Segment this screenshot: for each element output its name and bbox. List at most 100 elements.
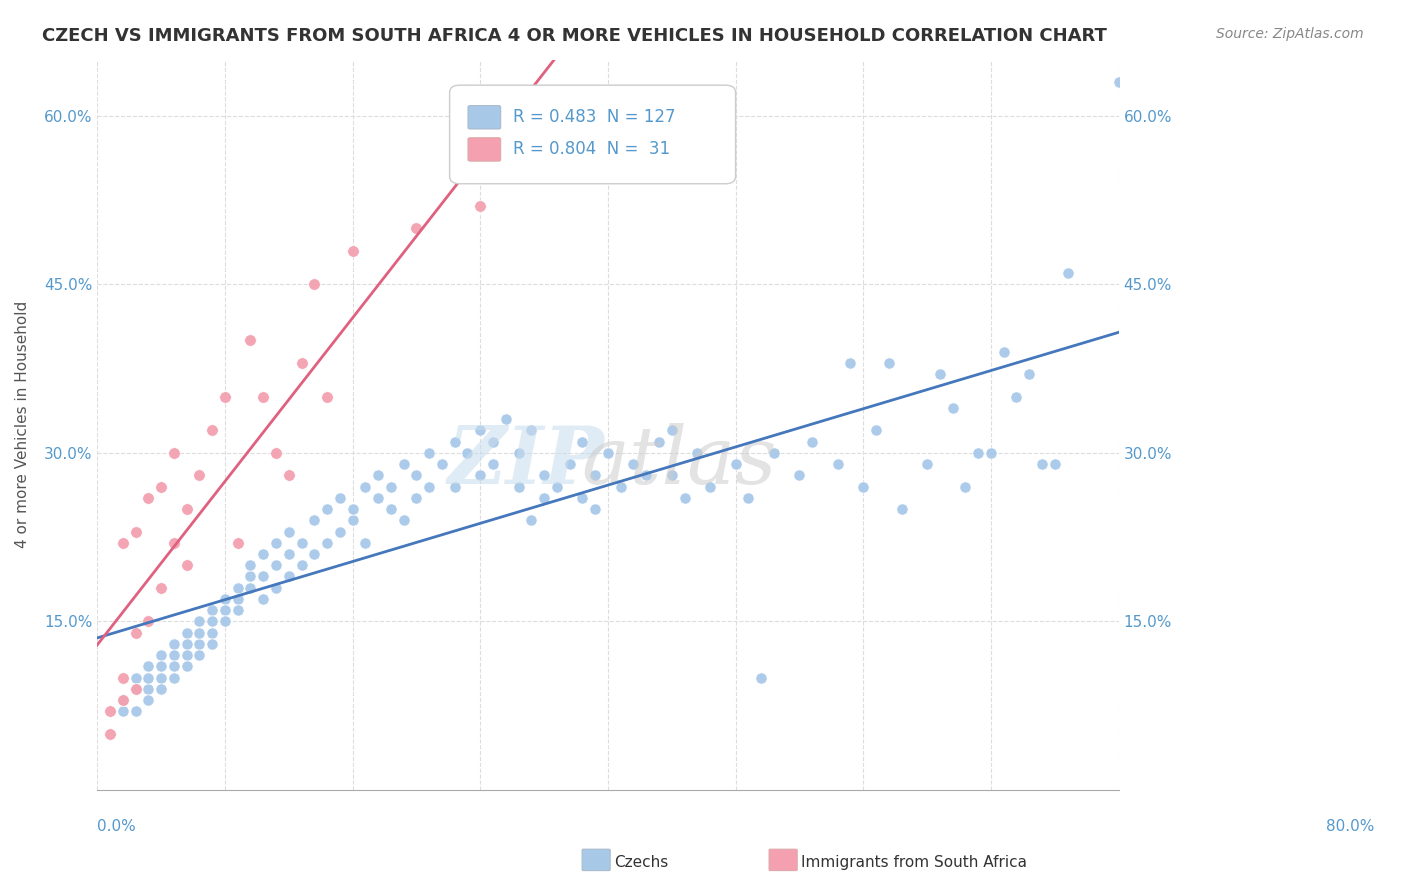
Point <box>264 558 287 573</box>
Point <box>367 468 389 483</box>
Point <box>111 704 134 718</box>
Point <box>239 558 262 573</box>
Point <box>277 524 299 539</box>
Point <box>304 513 326 527</box>
Point <box>623 457 645 471</box>
Text: R = 0.804  N =  31: R = 0.804 N = 31 <box>513 140 671 159</box>
Point <box>264 581 287 595</box>
Point <box>558 457 581 471</box>
Point <box>405 491 427 505</box>
Point <box>636 468 658 483</box>
Point <box>290 356 312 370</box>
Point <box>176 637 198 651</box>
Point <box>136 681 159 696</box>
Point <box>546 479 568 493</box>
Point <box>226 603 249 617</box>
Point <box>124 671 146 685</box>
Point <box>176 659 198 673</box>
Text: 80.0%: 80.0% <box>1326 819 1374 834</box>
Point <box>252 569 274 583</box>
Point <box>188 637 211 651</box>
Point <box>163 671 186 685</box>
Point <box>1018 368 1040 382</box>
Point <box>150 681 173 696</box>
Point <box>214 603 236 617</box>
Point <box>928 368 950 382</box>
Point <box>163 535 186 549</box>
Point <box>214 390 236 404</box>
Point <box>214 591 236 606</box>
Point <box>1005 390 1028 404</box>
Point <box>239 581 262 595</box>
Point <box>470 468 492 483</box>
FancyBboxPatch shape <box>468 137 501 161</box>
Point <box>482 434 505 449</box>
Point <box>533 131 555 145</box>
Point <box>176 502 198 516</box>
Point <box>852 479 875 493</box>
Point <box>136 671 159 685</box>
Point <box>124 681 146 696</box>
Point <box>354 479 377 493</box>
Point <box>188 615 211 629</box>
Point <box>150 671 173 685</box>
Point <box>136 615 159 629</box>
Text: R = 0.483  N = 127: R = 0.483 N = 127 <box>513 108 675 127</box>
Point <box>915 457 938 471</box>
Point <box>176 625 198 640</box>
FancyBboxPatch shape <box>468 105 501 129</box>
Point <box>329 491 352 505</box>
Text: Immigrants from South Africa: Immigrants from South Africa <box>801 855 1028 870</box>
Point <box>124 681 146 696</box>
Point <box>342 502 364 516</box>
Point <box>342 513 364 527</box>
Point <box>495 412 517 426</box>
Point <box>482 457 505 471</box>
Point <box>252 591 274 606</box>
Point <box>163 659 186 673</box>
Point <box>277 547 299 561</box>
Point <box>277 569 299 583</box>
Point <box>890 502 912 516</box>
Point <box>239 334 262 348</box>
Point <box>124 625 146 640</box>
Point <box>827 457 849 471</box>
Text: atlas: atlas <box>582 423 778 500</box>
Point <box>188 648 211 662</box>
Point <box>98 704 121 718</box>
Point <box>264 535 287 549</box>
Point <box>762 446 785 460</box>
Point <box>724 457 747 471</box>
Y-axis label: 4 or more Vehicles in Household: 4 or more Vehicles in Household <box>15 301 30 549</box>
Text: Source: ZipAtlas.com: Source: ZipAtlas.com <box>1216 27 1364 41</box>
Point <box>865 423 887 437</box>
Point <box>252 547 274 561</box>
Point <box>737 491 759 505</box>
Point <box>508 479 530 493</box>
Point <box>226 581 249 595</box>
Point <box>571 434 593 449</box>
Point <box>380 479 402 493</box>
Point <box>405 468 427 483</box>
Point <box>264 446 287 460</box>
Point <box>661 468 683 483</box>
Point <box>150 581 173 595</box>
Point <box>98 727 121 741</box>
Point <box>111 535 134 549</box>
Point <box>596 446 619 460</box>
Point <box>1056 266 1078 280</box>
Point <box>316 390 339 404</box>
Text: CZECH VS IMMIGRANTS FROM SOUTH AFRICA 4 OR MORE VEHICLES IN HOUSEHOLD CORRELATIO: CZECH VS IMMIGRANTS FROM SOUTH AFRICA 4 … <box>42 27 1107 45</box>
Point <box>456 446 478 460</box>
Point <box>201 423 224 437</box>
Point <box>316 502 339 516</box>
Point <box>188 468 211 483</box>
Point <box>801 434 824 449</box>
Point <box>508 446 530 460</box>
Point <box>443 479 465 493</box>
Point <box>520 513 543 527</box>
Point <box>163 648 186 662</box>
Point <box>993 344 1015 359</box>
Point <box>214 615 236 629</box>
Point <box>839 356 862 370</box>
